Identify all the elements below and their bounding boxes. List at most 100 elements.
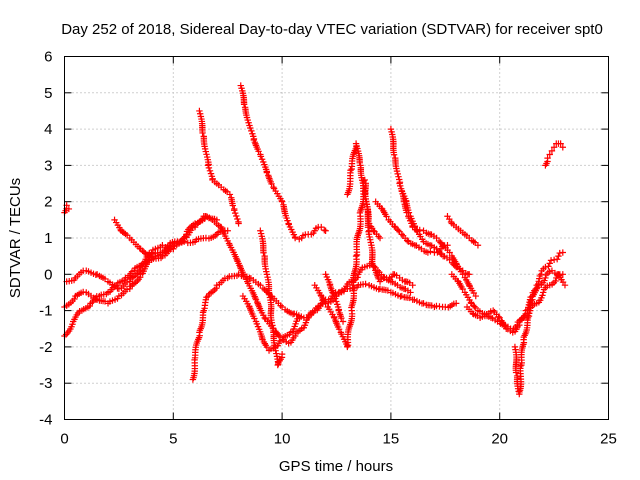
data-point [437,249,444,257]
data-point [226,191,234,198]
data-point [260,249,267,256]
data-point [255,148,262,155]
series-track-j [257,227,286,369]
series-track-q [444,213,482,249]
data-point [321,226,328,234]
data-points [61,82,569,398]
data-point [263,343,271,351]
data-point [395,227,402,234]
data-point [517,362,524,370]
data-point [366,233,373,241]
data-point [545,263,552,270]
data-point [191,223,199,231]
series-track-g [196,107,242,227]
plot-frame [64,56,609,420]
data-point [71,295,78,303]
y-tick-label: 5 [44,85,52,102]
data-point [257,230,265,237]
data-point [272,347,279,354]
series-track-k [311,176,416,351]
y-tick-label: 4 [44,121,52,138]
x-tick-label: 25 [600,431,617,448]
data-point [203,151,210,158]
data-point [278,350,286,358]
data-point [561,281,569,289]
data-point [390,151,398,158]
data-point [446,249,453,256]
data-point [495,313,502,320]
y-tick-label: 6 [44,49,52,66]
data-point [557,140,564,147]
data-point [247,124,254,132]
data-point [405,209,413,216]
data-point [471,303,478,310]
data-point [552,277,559,285]
series-track-f [189,271,460,383]
data-point [284,217,291,224]
data-point [427,248,434,255]
data-point [291,332,299,340]
y-tick-label: -1 [39,303,52,320]
data-point [196,107,203,115]
series-track-c [63,242,177,293]
data-point [395,173,402,180]
data-point [546,260,553,267]
series-track-h [237,82,329,243]
data-point [559,249,567,256]
data-point [235,220,242,227]
y-tick-label: 3 [44,157,52,174]
data-point [383,213,390,220]
data-point [362,280,369,288]
data-point [370,263,377,271]
data-point [322,227,329,234]
data-point [527,297,535,305]
data-point [347,167,354,174]
data-point [376,234,384,242]
data-point [335,325,343,333]
data-point [489,307,497,314]
data-point [331,295,339,302]
data-point [397,182,404,190]
data-point [240,101,248,108]
x-tick-label: 10 [274,431,291,448]
data-point [466,271,473,278]
data-point [65,205,73,213]
data-point [394,170,401,178]
data-point [277,302,284,309]
data-point [263,268,270,275]
y-tick-label: -4 [39,412,52,429]
data-point [278,198,286,205]
series-track-u [542,140,567,169]
data-point [474,242,482,249]
data-point [224,227,231,234]
data-point [459,285,466,293]
data-point [205,164,213,172]
data-point [234,215,241,223]
data-point [537,271,545,278]
data-point [542,274,549,282]
data-point [233,212,240,220]
data-point [548,147,556,155]
data-point [540,289,547,296]
data-point [407,289,414,296]
grid [64,56,609,420]
y-tick-label: 1 [44,230,52,247]
data-point [196,110,204,117]
data-point [512,369,520,376]
data-point [555,252,562,260]
data-point [329,289,336,296]
y-tick-label: 2 [44,194,52,211]
data-point [69,321,76,328]
data-point [248,127,255,135]
data-point [273,350,280,357]
data-point [202,148,209,155]
data-point [213,216,221,224]
series-track-d [111,213,221,263]
series-track-t [511,249,567,398]
data-point [544,154,551,162]
data-point [533,281,540,289]
data-point [322,300,329,307]
data-point [452,300,460,307]
data-point [271,344,279,352]
